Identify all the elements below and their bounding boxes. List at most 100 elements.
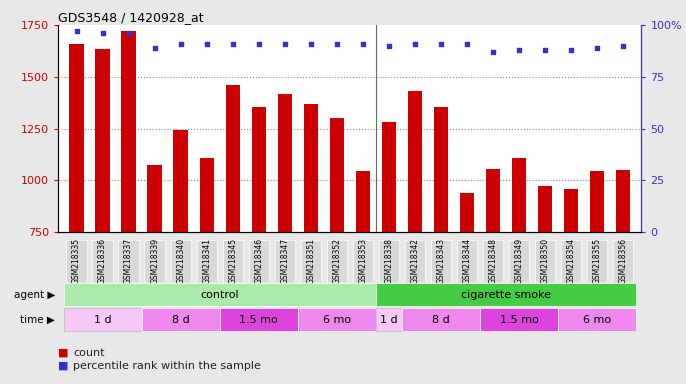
Text: GSM218343: GSM218343 <box>436 238 445 284</box>
Text: GSM218345: GSM218345 <box>228 238 237 284</box>
Text: cigarette smoke: cigarette smoke <box>461 290 551 300</box>
Point <box>410 41 421 47</box>
Text: 1 d: 1 d <box>94 314 111 325</box>
Point <box>540 47 551 53</box>
Text: ■: ■ <box>58 361 69 371</box>
Bar <box>226 85 240 232</box>
Bar <box>376 283 636 306</box>
Text: GSM218348: GSM218348 <box>488 238 497 284</box>
Bar <box>147 165 162 232</box>
Point <box>175 41 186 47</box>
Point <box>227 41 238 47</box>
Bar <box>356 171 370 232</box>
Text: 8 d: 8 d <box>172 314 189 325</box>
Point <box>279 41 290 47</box>
Point <box>201 41 212 47</box>
Text: GSM218346: GSM218346 <box>255 238 263 284</box>
Bar <box>564 189 578 232</box>
Text: 1.5 mo: 1.5 mo <box>499 314 539 325</box>
Bar <box>509 240 529 282</box>
Bar <box>558 308 636 331</box>
Text: GSM218340: GSM218340 <box>176 238 185 284</box>
Text: GSM218335: GSM218335 <box>72 238 81 284</box>
Text: ■: ■ <box>58 348 69 358</box>
Point <box>617 43 628 49</box>
Text: time ▶: time ▶ <box>20 314 55 325</box>
Bar <box>119 240 139 282</box>
Point <box>253 41 264 47</box>
Bar <box>587 240 607 282</box>
Bar <box>171 240 191 282</box>
Text: GSM218336: GSM218336 <box>98 238 107 284</box>
Text: GSM218344: GSM218344 <box>462 238 471 284</box>
Text: GSM218341: GSM218341 <box>202 238 211 284</box>
Bar <box>483 240 504 282</box>
Point <box>488 49 499 55</box>
Bar <box>93 240 113 282</box>
Text: GSM218350: GSM218350 <box>541 238 549 284</box>
Point <box>331 41 342 47</box>
Text: GSM218355: GSM218355 <box>593 238 602 284</box>
Text: 1.5 mo: 1.5 mo <box>239 314 278 325</box>
Text: percentile rank within the sample: percentile rank within the sample <box>73 361 261 371</box>
Point <box>71 28 82 34</box>
Text: 6 mo: 6 mo <box>583 314 611 325</box>
Bar <box>64 308 141 331</box>
Bar <box>457 240 477 282</box>
Point <box>462 41 473 47</box>
Bar <box>512 158 526 232</box>
Bar <box>252 107 266 232</box>
Text: GSM218349: GSM218349 <box>514 238 523 284</box>
Text: agent ▶: agent ▶ <box>14 290 55 300</box>
Bar <box>200 158 214 232</box>
Bar <box>538 186 552 232</box>
Bar <box>121 31 136 232</box>
Point <box>383 43 394 49</box>
Bar <box>274 240 295 282</box>
Text: count: count <box>73 348 105 358</box>
Bar <box>405 240 425 282</box>
Text: GSM218353: GSM218353 <box>358 238 368 284</box>
Text: 6 mo: 6 mo <box>323 314 351 325</box>
Text: GSM218339: GSM218339 <box>150 238 159 284</box>
Bar <box>222 240 243 282</box>
Point <box>97 30 108 36</box>
Bar <box>381 122 396 232</box>
Bar <box>376 308 402 331</box>
Bar <box>379 240 399 282</box>
Bar <box>590 171 604 232</box>
Bar <box>460 193 474 232</box>
Bar <box>407 91 422 232</box>
Bar <box>220 308 298 331</box>
Point <box>357 41 368 47</box>
Bar <box>327 240 347 282</box>
Bar <box>248 240 269 282</box>
Bar <box>434 107 448 232</box>
Point <box>591 45 602 51</box>
Point <box>514 47 525 53</box>
Text: GSM218337: GSM218337 <box>124 238 133 284</box>
Text: GSM218356: GSM218356 <box>619 238 628 284</box>
Text: GSM218352: GSM218352 <box>332 238 342 284</box>
Bar <box>480 308 558 331</box>
Bar <box>613 240 633 282</box>
Point <box>566 47 577 53</box>
Bar <box>300 240 321 282</box>
Bar <box>145 240 165 282</box>
Bar <box>95 49 110 232</box>
Bar <box>69 44 84 232</box>
Point <box>123 30 134 36</box>
Bar <box>486 169 500 232</box>
Text: GSM218347: GSM218347 <box>281 238 289 284</box>
Bar <box>561 240 581 282</box>
Bar <box>353 240 373 282</box>
Bar <box>330 118 344 232</box>
Bar <box>278 94 292 232</box>
Text: GSM218351: GSM218351 <box>307 238 316 284</box>
Bar <box>141 308 220 331</box>
Bar <box>431 240 451 282</box>
Text: 8 d: 8 d <box>432 314 450 325</box>
Bar <box>174 130 188 232</box>
Bar <box>616 170 630 232</box>
Point <box>305 41 316 47</box>
